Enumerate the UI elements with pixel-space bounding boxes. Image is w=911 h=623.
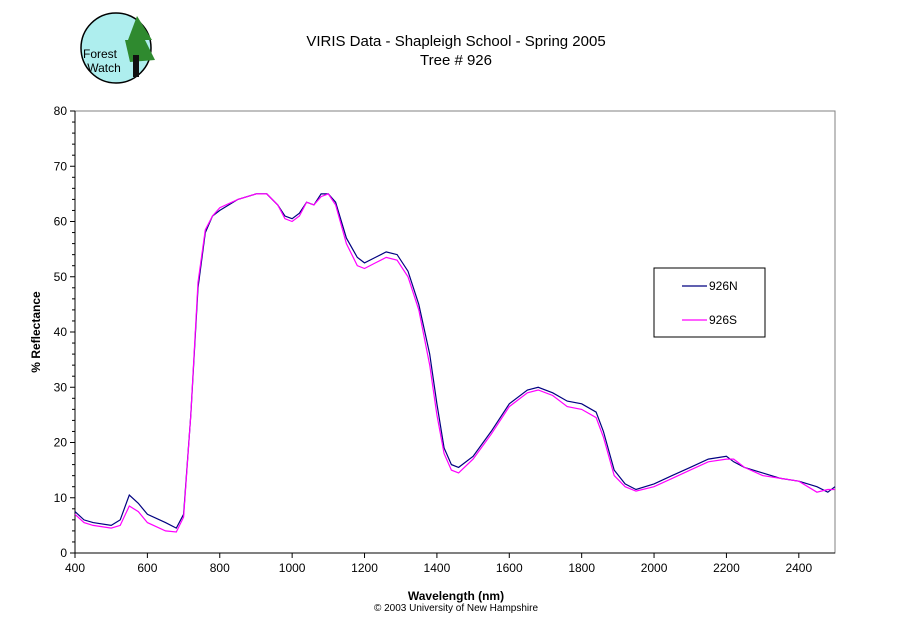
legend: 926N 926S: [653, 267, 766, 338]
forest-watch-logo: Forest Watch: [80, 12, 155, 84]
logo-text-forest: Forest: [83, 47, 118, 61]
x-tick-label: 600: [137, 561, 157, 575]
x-tick-label: 1400: [424, 561, 451, 575]
x-tick-label: 2400: [785, 561, 812, 575]
legend-label: 926S: [709, 313, 737, 327]
y-tick-label: 60: [54, 215, 68, 229]
x-tick-label: 1800: [568, 561, 595, 575]
y-tick-label: 50: [54, 270, 68, 284]
y-axis-label: % Reflectance: [29, 291, 43, 373]
y-tick-label: 70: [54, 159, 68, 173]
x-tick-label: 2000: [641, 561, 668, 575]
y-tick-label: 0: [60, 546, 67, 560]
x-tick-label: 1000: [279, 561, 306, 575]
x-tick-label: 2200: [713, 561, 740, 575]
y-tick-label: 30: [54, 380, 68, 394]
legend-label: 926N: [709, 279, 738, 293]
chart-title: VIRIS Data - Shapleigh School - Spring 2…: [306, 33, 605, 50]
x-axis-label: Wavelength (nm): [408, 589, 504, 603]
y-tick-label: 10: [54, 491, 68, 505]
copyright: © 2003 University of New Hampshire: [374, 603, 539, 614]
y-tick-label: 20: [54, 436, 68, 450]
chart-subtitle: Tree # 926: [420, 52, 492, 69]
x-tick-label: 800: [210, 561, 230, 575]
x-tick-label: 1200: [351, 561, 378, 575]
x-tick-label: 1600: [496, 561, 523, 575]
x-tick-label: 400: [65, 561, 85, 575]
y-tick-label: 40: [54, 325, 68, 339]
series-line-926S: [74, 193, 835, 533]
y-tick-label: 80: [54, 104, 68, 118]
logo-text-watch: Watch: [87, 61, 121, 75]
